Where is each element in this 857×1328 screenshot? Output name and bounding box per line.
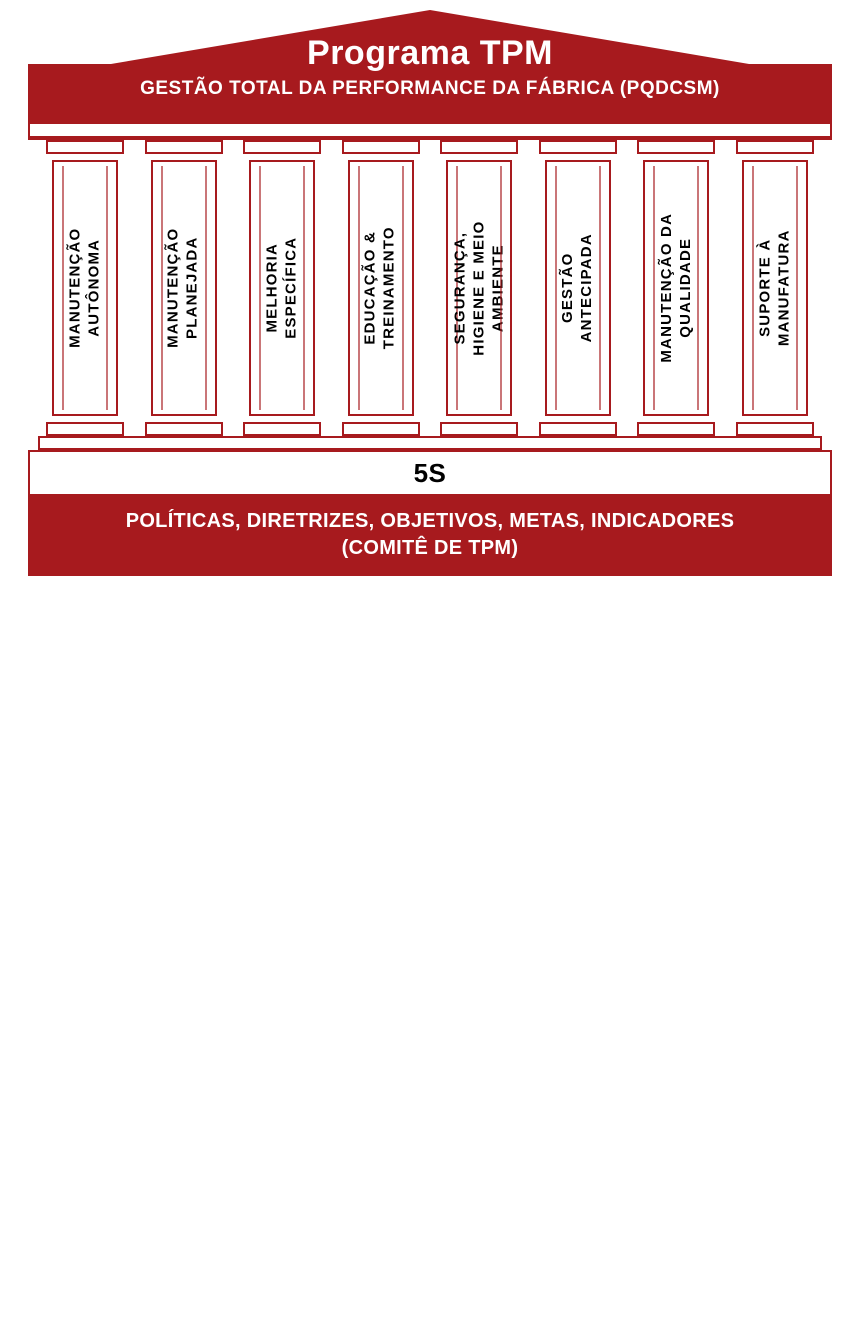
entablature [28,122,832,138]
roof: Programa TPM GESTÃO TOTAL DA PERFORMANCE… [28,10,832,140]
five-s-base: 5S [28,450,832,496]
pillar: GESTÃO ANTECIPADA [539,140,617,436]
pillar-shaft: SEGURANÇA, HIGIENE E MEIO AMBIENTE [446,160,512,416]
pillar-capital [243,140,321,154]
pillars-row: MANUTENÇÃO AUTÔNOMA MANUTENÇÃO PLANEJADA… [38,140,822,436]
pillar-shaft: MANUTENÇÃO AUTÔNOMA [52,160,118,416]
pillar-label: MANUTENÇÃO PLANEJADA [165,228,203,348]
foundation-line1: POLÍTICAS, DIRETRIZES, OBJETIVOS, METAS,… [38,508,822,535]
pillar-shaft: MELHORIA ESPECÍFICA [249,160,315,416]
pillar-capital [440,140,518,154]
foundation-line2: (COMITÊ DE TPM) [38,535,822,562]
pillar-label: MELHORIA ESPECÍFICA [263,237,301,339]
pillar-base [440,422,518,436]
pillar-base [637,422,715,436]
pillar-label: SUPORTE À MANUFATURA [756,230,794,347]
pillar-capital [342,140,420,154]
roof-title: Programa TPM [28,34,832,73]
pillar-label: MANUTENÇÃO AUTÔNOMA [66,228,104,348]
pillar: EDUCAÇÃO & TREINAMENTO [342,140,420,436]
pillar-capital [46,140,124,154]
pillar-shaft: SUPORTE À MANUFATURA [742,160,808,416]
roof-subtitle: GESTÃO TOTAL DA PERFORMANCE DA FÁBRICA (… [28,78,832,100]
pillar-capital [736,140,814,154]
pillar-shaft: MANUTENÇÃO PLANEJADA [151,160,217,416]
pillar-base [342,422,420,436]
pillar-label: GESTÃO ANTECIPADA [559,233,597,342]
pillar: MELHORIA ESPECÍFICA [243,140,321,436]
pillar: MANUTENÇÃO DA QUALIDADE [637,140,715,436]
pillar: SEGURANÇA, HIGIENE E MEIO AMBIENTE [440,140,518,436]
foundation-bar: POLÍTICAS, DIRETRIZES, OBJETIVOS, METAS,… [28,496,832,576]
pillar-label: SEGURANÇA, HIGIENE E MEIO AMBIENTE [451,220,507,355]
pillar: SUPORTE À MANUFATURA [736,140,814,436]
pillar-base [145,422,223,436]
stylobate [38,436,822,450]
pillar: MANUTENÇÃO AUTÔNOMA [46,140,124,436]
pillar-capital [145,140,223,154]
pillar-shaft: MANUTENÇÃO DA QUALIDADE [643,160,709,416]
pillar-shaft: EDUCAÇÃO & TREINAMENTO [348,160,414,416]
pillar-capital [637,140,715,154]
pillar-base [46,422,124,436]
pillar-shaft: GESTÃO ANTECIPADA [545,160,611,416]
pillar-base [736,422,814,436]
pillar-label: MANUTENÇÃO DA QUALIDADE [658,213,696,363]
pillar-base [539,422,617,436]
pillar: MANUTENÇÃO PLANEJADA [145,140,223,436]
tpm-temple-diagram: Programa TPM GESTÃO TOTAL DA PERFORMANCE… [28,10,832,576]
pillar-label: EDUCAÇÃO & TREINAMENTO [362,227,400,350]
pillar-base [243,422,321,436]
pillar-capital [539,140,617,154]
